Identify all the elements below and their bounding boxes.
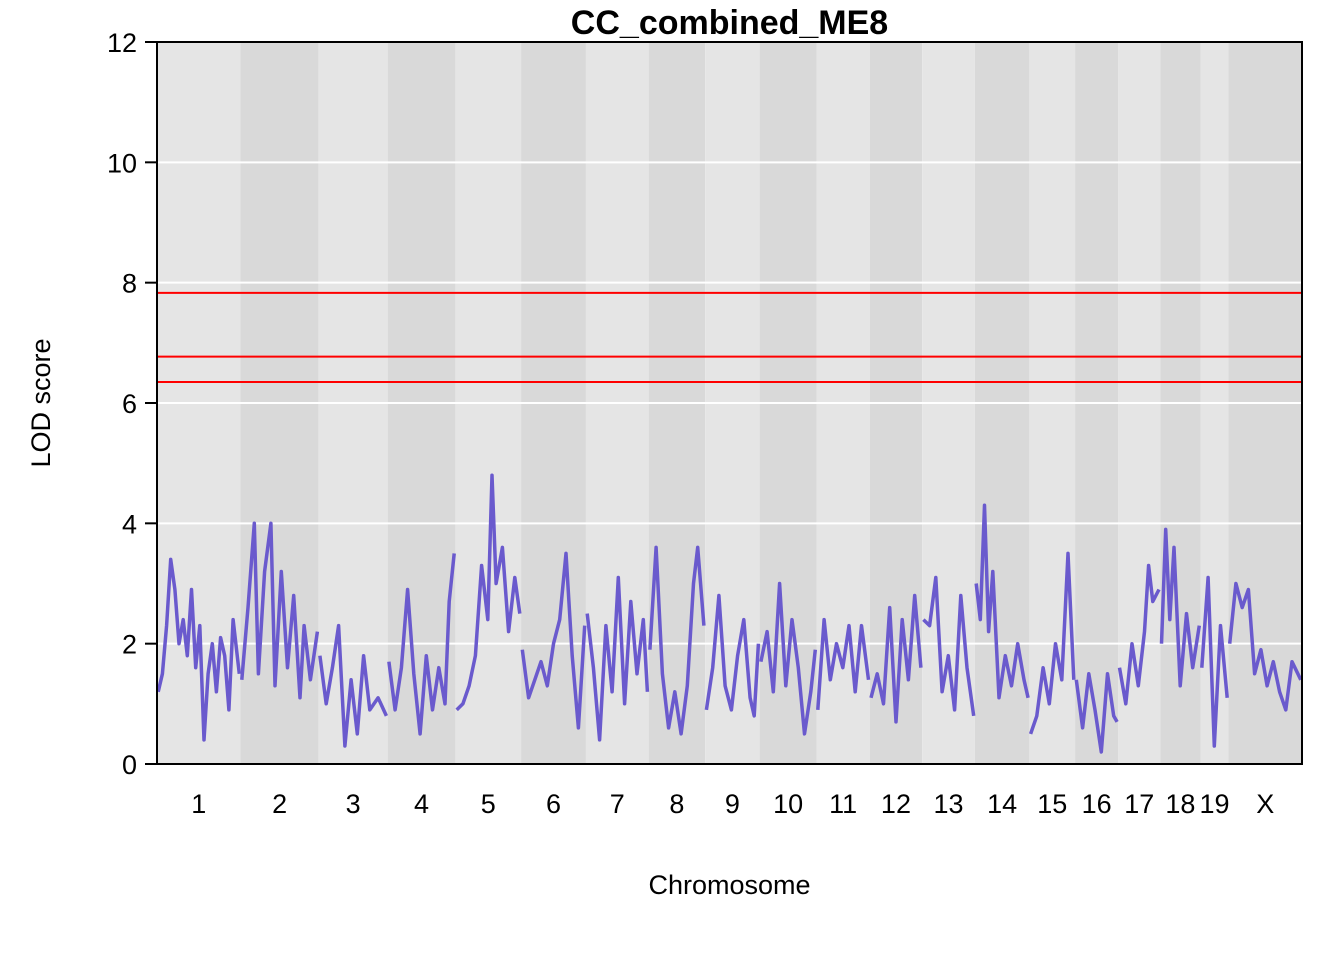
- lod-profile-chr-8: [648, 545, 706, 736]
- lod-profile-chr-10: [759, 581, 818, 736]
- x-axis-label: Chromosome: [648, 870, 810, 900]
- x-tick-label-chr-9: 9: [725, 789, 740, 819]
- lod-profile-chr-19: [1200, 575, 1229, 748]
- lod-profile-chr-2: [240, 521, 320, 700]
- x-tick-label-chr-16: 16: [1082, 789, 1112, 819]
- lod-profile-chr-18: [1159, 527, 1202, 688]
- x-tick-label-chr-12: 12: [881, 789, 911, 819]
- x-tick-label-chr-8: 8: [669, 789, 684, 819]
- y-tick-label: 12: [107, 28, 137, 58]
- x-tick-label-chr-2: 2: [272, 789, 287, 819]
- lod-profile-chr-12: [869, 593, 923, 724]
- lod-profile-chr-16: [1074, 672, 1119, 754]
- lod-profile-chr-15: [1028, 551, 1076, 735]
- x-tick-label-chr-11: 11: [829, 789, 857, 819]
- x-tick-label-chr-3: 3: [346, 789, 361, 819]
- x-tick-label-chr-15: 15: [1037, 789, 1067, 819]
- lod-profile-chr-7: [585, 575, 650, 742]
- x-tick-label-chr-5: 5: [481, 789, 496, 819]
- y-tick-label: 8: [122, 269, 137, 299]
- y-tick-label: 2: [122, 630, 137, 660]
- lod-profile-chr-9: [704, 593, 761, 718]
- lod-profile-series: [156, 473, 1303, 754]
- x-tick-label-chr-18: 18: [1165, 789, 1195, 819]
- x-tick-label-chr-13: 13: [934, 789, 964, 819]
- lod-profile-chr-14: [974, 503, 1030, 700]
- lod-profile-chr-6: [520, 551, 587, 730]
- y-tick-label: 4: [122, 509, 137, 539]
- x-tick-label-chr-19: 19: [1199, 789, 1229, 819]
- y-tick-label: 10: [107, 148, 137, 178]
- threshold-lines: [157, 291, 1302, 383]
- x-tick-label-chr-4: 4: [414, 789, 429, 819]
- y-tick-label: 6: [122, 389, 137, 419]
- x-tick-label-chr-10: 10: [773, 789, 803, 819]
- x-tick-label-chr-X: X: [1256, 789, 1274, 819]
- x-tick-label-chr-14: 14: [987, 789, 1017, 819]
- gridlines: [157, 161, 1302, 645]
- lod-profile-chr-4: [387, 553, 456, 736]
- lod-profile-chr-1: [156, 557, 242, 742]
- lod-profile-chr-17: [1117, 563, 1161, 706]
- lod-profile-chr-5: [455, 473, 522, 712]
- lod-profile-chr-3: [318, 623, 388, 748]
- x-tick-label-chr-17: 17: [1124, 789, 1154, 819]
- lod-profile-chr-13: [922, 575, 976, 717]
- x-axis-chromosome-labels: 1 2 3 4 5 6 7 8 9 10 11 12 13 14 15 16 17 18 19 X: [191, 789, 1274, 819]
- x-tick-label-chr-7: 7: [610, 789, 625, 819]
- chart-title: CC_combined_ME8: [571, 4, 888, 42]
- lod-profile-chr-11: [816, 617, 871, 711]
- x-tick-label-chr-6: 6: [546, 789, 561, 819]
- y-tick-label: 0: [122, 750, 137, 780]
- x-tick-label-chr-1: 1: [191, 789, 206, 819]
- y-axis-label: LOD score: [26, 338, 56, 467]
- lod-profile-chr-X: [1227, 581, 1303, 712]
- y-axis-ticks: 0 2 4 6 8 10 12: [107, 28, 158, 780]
